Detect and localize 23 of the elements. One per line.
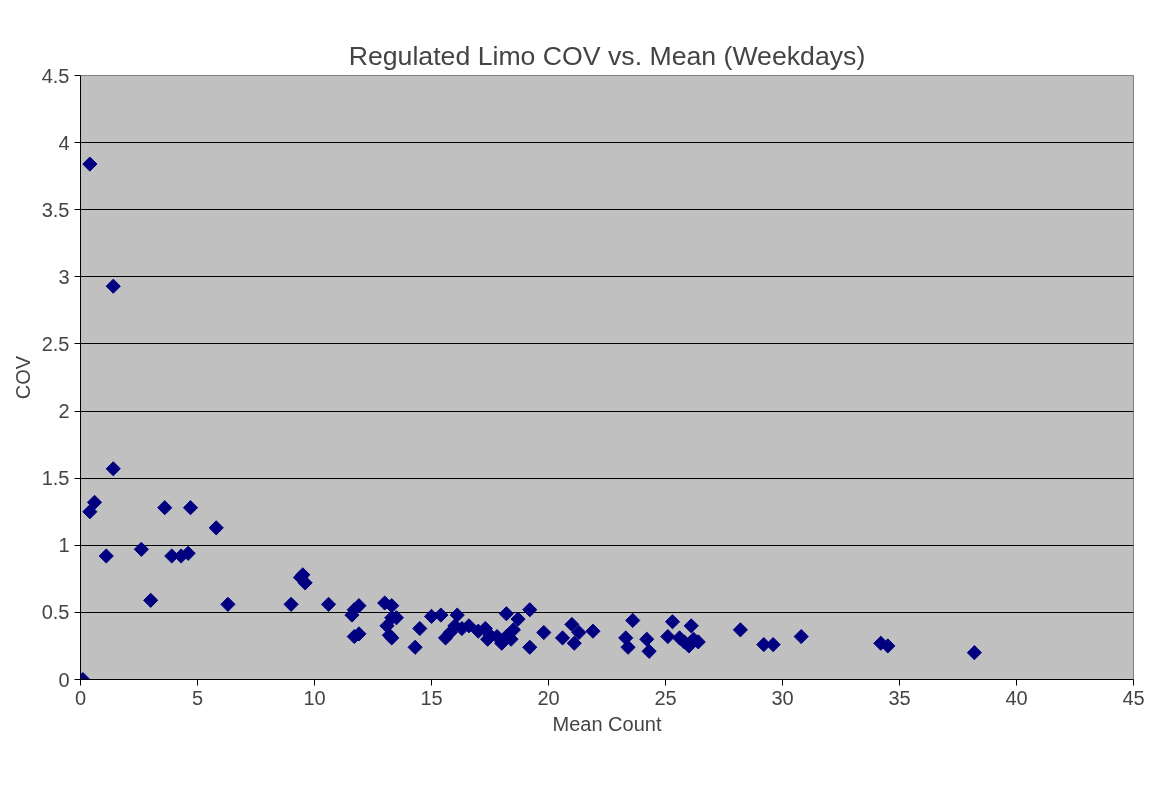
chart-title: Regulated Limo COV vs. Mean (Weekdays)	[348, 40, 866, 71]
x-tick-label: 20	[537, 686, 560, 709]
x-tick-label: 5	[191, 686, 204, 709]
y-tick-label: 0	[58, 668, 70, 691]
x-tick-label: 30	[771, 686, 794, 709]
y-tick-label: 4	[58, 131, 70, 154]
x-tick-label: 15	[420, 686, 443, 709]
y-tick-label: 2	[58, 400, 70, 423]
y-tick-label: 1	[58, 534, 70, 557]
y-tick-label: 4.5	[41, 64, 70, 87]
x-tick-label: 35	[888, 686, 911, 709]
y-tick-label: 2.5	[41, 332, 70, 355]
x-tick-label: 40	[1005, 686, 1028, 709]
x-tick-label: 25	[654, 686, 677, 709]
y-axis-title: COV	[11, 355, 34, 400]
y-tick-label: 1.5	[41, 467, 70, 490]
x-tick-label: 45	[1122, 686, 1145, 709]
x-tick-label: 10	[303, 686, 326, 709]
y-tick-label: 0.5	[41, 601, 70, 624]
y-tick-label: 3	[58, 265, 70, 288]
y-tick-label: 3.5	[41, 198, 70, 221]
x-tick-label: 0	[74, 686, 87, 709]
x-axis-title: Mean Count	[552, 712, 662, 735]
